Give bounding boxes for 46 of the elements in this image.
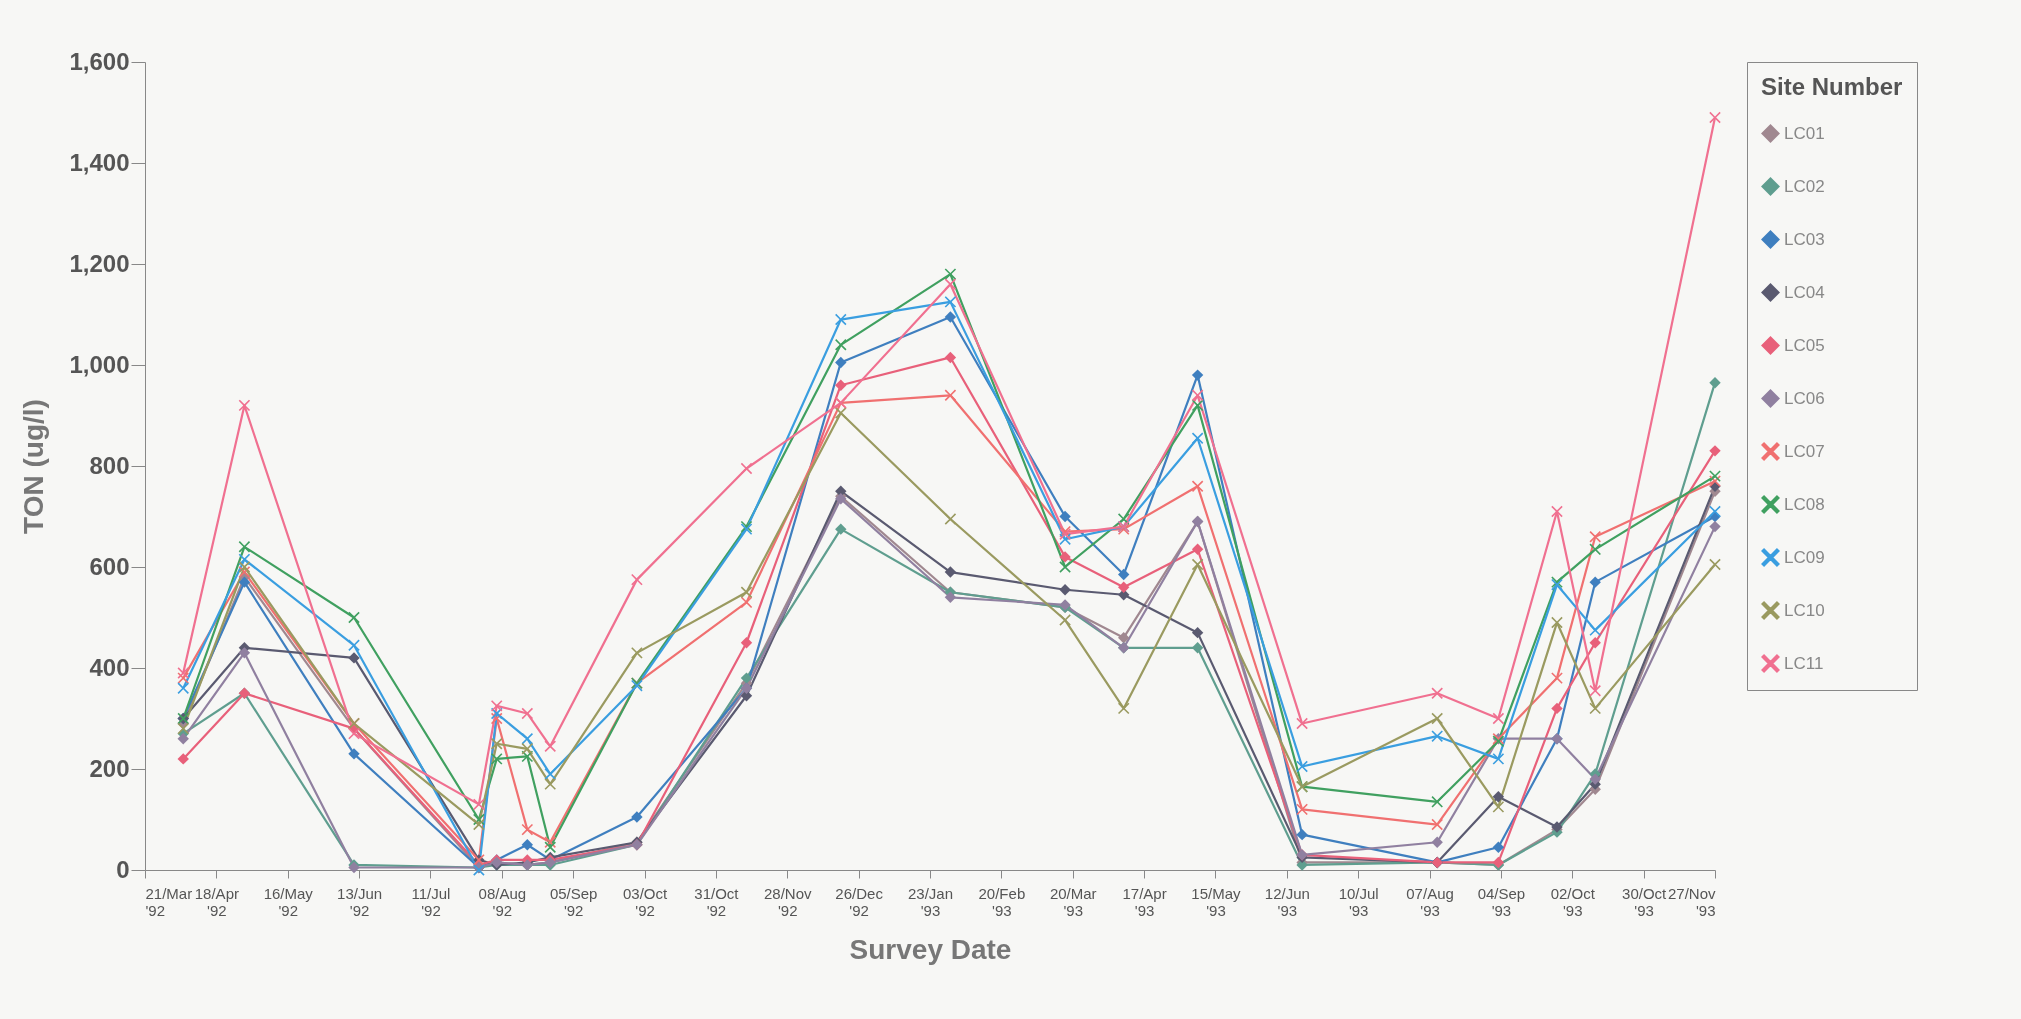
y-tick-label: 1,400: [69, 148, 130, 176]
x-tick-label: 11/Jul '92: [411, 884, 451, 919]
x-tick-label: 10/Jul '93: [1338, 884, 1379, 919]
legend-label: LC11: [1784, 653, 1824, 673]
y-tick-label: 400: [89, 653, 130, 681]
y-tick-label: 200: [89, 754, 130, 782]
x-tick-label: 05/Sep '92: [549, 884, 598, 919]
y-tick-label: 1,600: [69, 47, 130, 75]
y-tick-label: 0: [116, 855, 130, 883]
x-tick-label: 02/Oct '93: [1550, 884, 1596, 919]
x-tick-label: 20/Feb '93: [978, 884, 1026, 919]
x-tick-label: 27/Nov '93: [1667, 884, 1716, 919]
x-tick-label: 31/Oct '92: [694, 884, 740, 919]
legend-label: LC07: [1784, 441, 1825, 461]
x-tick-label: 26/Dec '92: [835, 884, 884, 919]
x-tick-label: 20/Mar '93: [1049, 884, 1097, 919]
x-tick-label: 08/Aug '92: [478, 884, 527, 919]
x-tick-label: 17/Apr '93: [1122, 884, 1167, 919]
x-tick-label: 15/May '93: [1191, 884, 1242, 919]
y-tick-label: 800: [89, 451, 130, 479]
x-tick-label: 18/Apr '92: [194, 884, 239, 919]
legend-label: LC04: [1784, 282, 1825, 302]
x-tick-label: 03/Oct '92: [622, 884, 668, 919]
legend-label: LC03: [1784, 229, 1825, 249]
x-tick-label: 16/May '92: [263, 884, 314, 919]
x-tick-label: 23/Jan '93: [907, 884, 954, 919]
y-axis-title: TON (ug/l): [18, 399, 50, 534]
x-tick-label: 12/Jun '93: [1264, 884, 1310, 919]
y-tick-label: 1,000: [69, 350, 130, 378]
legend-label: LC09: [1784, 547, 1825, 567]
legend-label: LC08: [1784, 494, 1825, 514]
y-tick-label: 1,200: [69, 249, 130, 277]
y-tick-label: 600: [89, 552, 130, 580]
x-tick-label: 30/Oct '93: [1622, 884, 1668, 919]
x-tick-label: 28/Nov '92: [764, 884, 813, 919]
x-tick-label: 04/Sep '93: [1477, 884, 1526, 919]
legend-label: LC01: [1784, 123, 1825, 143]
x-tick-label: 13/Jun '92: [337, 884, 383, 919]
legend-label: LC06: [1784, 388, 1825, 408]
x-tick-label: 21/Mar '92: [145, 884, 193, 919]
legend-label: LC05: [1784, 335, 1825, 355]
legend-label: LC10: [1784, 600, 1825, 620]
x-tick-label: 07/Aug '93: [1406, 884, 1454, 919]
legend-title: Site Number: [1761, 73, 1903, 100]
x-axis-title: Survey Date: [849, 933, 1012, 965]
legend-label: LC02: [1784, 176, 1825, 196]
